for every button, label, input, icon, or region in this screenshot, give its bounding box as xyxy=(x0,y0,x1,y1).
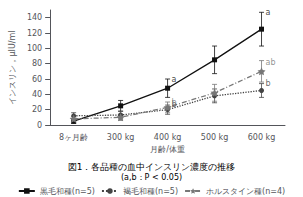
svg-text:b: b xyxy=(266,79,271,88)
svg-text:400 kg: 400 kg xyxy=(154,133,182,142)
svg-text:インスリン，μIU/ml: インスリン，μIU/ml xyxy=(8,30,17,104)
svg-text:100: 100 xyxy=(27,44,42,53)
svg-text:月齢/体重: 月齢/体重 xyxy=(150,145,185,154)
svg-text:140: 140 xyxy=(27,13,42,22)
svg-text:a: a xyxy=(266,8,271,17)
svg-text:図1．各品種の血中インスリン濃度の推移: 図1．各品種の血中インスリン濃度の推移 xyxy=(68,162,236,172)
svg-text:300 kg: 300 kg xyxy=(107,133,135,142)
svg-text:(a,b：P < 0.05): (a,b：P < 0.05) xyxy=(121,173,182,182)
svg-text:20: 20 xyxy=(32,105,42,114)
svg-text:b: b xyxy=(172,98,177,107)
svg-text:120: 120 xyxy=(27,29,42,38)
svg-text:80: 80 xyxy=(32,59,42,68)
svg-text:600 kg: 600 kg xyxy=(248,133,276,142)
svg-text:ホルスタイン種(n=4): ホルスタイン種(n=4) xyxy=(206,187,285,196)
svg-text:8ヶ月齢: 8ヶ月齢 xyxy=(59,133,88,142)
svg-text:黒毛和種(n=5): 黒毛和種(n=5) xyxy=(40,187,95,196)
svg-text:褐毛和種(n=5): 褐毛和種(n=5) xyxy=(123,187,178,196)
svg-text:0: 0 xyxy=(37,121,42,130)
svg-text:60: 60 xyxy=(32,75,42,84)
svg-text:500 kg: 500 kg xyxy=(201,133,229,142)
svg-text:a: a xyxy=(172,75,177,84)
svg-text:ab: ab xyxy=(266,58,276,67)
svg-text:40: 40 xyxy=(32,90,42,99)
